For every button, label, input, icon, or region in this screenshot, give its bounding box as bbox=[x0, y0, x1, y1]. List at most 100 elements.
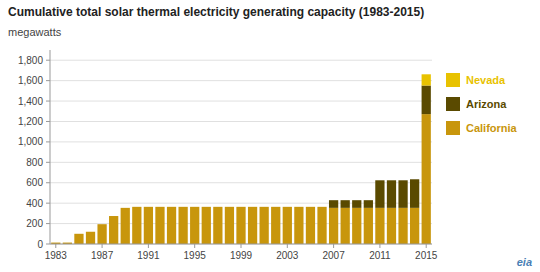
bar-segment bbox=[132, 206, 141, 207]
bar-segment bbox=[364, 208, 373, 244]
bar-segment bbox=[121, 207, 130, 208]
y-axis-line bbox=[50, 50, 51, 244]
annotation: eia bbox=[517, 256, 532, 268]
y-tick bbox=[46, 162, 50, 163]
x-tick bbox=[148, 244, 149, 248]
grid-line bbox=[50, 121, 432, 122]
bar-segment bbox=[294, 207, 303, 244]
bar-segment bbox=[341, 200, 350, 201]
bar-segment bbox=[109, 216, 118, 217]
bar-segment bbox=[155, 207, 164, 244]
legend-label: California bbox=[466, 122, 518, 134]
x-tick bbox=[241, 244, 242, 248]
grid-line bbox=[50, 141, 432, 142]
grid-line bbox=[50, 203, 432, 204]
bar-segment bbox=[155, 206, 164, 207]
x-tick bbox=[102, 244, 103, 248]
title: Cumulative total solar thermal electrici… bbox=[8, 5, 424, 19]
bar-segment bbox=[202, 207, 211, 244]
y-tick bbox=[46, 101, 50, 102]
bar-segment bbox=[387, 180, 396, 181]
y-tick-label: 800 bbox=[26, 157, 43, 168]
bar-segment bbox=[329, 200, 338, 201]
bar-segment bbox=[375, 180, 384, 208]
y-tick-label: 600 bbox=[26, 177, 43, 188]
bar-segment bbox=[294, 206, 303, 207]
bar-segment bbox=[86, 231, 95, 232]
x-tick-label: 2015 bbox=[415, 250, 438, 261]
bar-segment bbox=[74, 233, 83, 234]
bar-segment bbox=[317, 206, 326, 207]
bar-segment bbox=[63, 242, 72, 243]
bar-segment bbox=[74, 234, 83, 244]
grid-line bbox=[50, 80, 432, 81]
bar-segment bbox=[410, 179, 419, 180]
y-tick bbox=[46, 141, 50, 142]
bar-segment bbox=[109, 216, 118, 244]
y-tick-label: 200 bbox=[26, 218, 43, 229]
x-tick bbox=[287, 244, 288, 248]
bar-segment bbox=[260, 206, 269, 207]
bar-segment bbox=[283, 206, 292, 207]
y-tick-label: 1,800 bbox=[18, 55, 43, 66]
x-tick bbox=[379, 244, 380, 248]
y-tick-label: 0 bbox=[37, 239, 43, 250]
bar-segment bbox=[387, 180, 396, 208]
bar-segment bbox=[398, 208, 407, 244]
bar-segment bbox=[260, 206, 269, 207]
bar-segment bbox=[248, 207, 257, 244]
bar-segment bbox=[190, 207, 199, 244]
bar-segment bbox=[410, 179, 419, 208]
bar-segment bbox=[398, 180, 407, 208]
bar-segment bbox=[375, 180, 384, 181]
bar-segment bbox=[213, 206, 222, 207]
bar-segment bbox=[225, 206, 234, 207]
bar-segment bbox=[306, 206, 315, 207]
bar-segment bbox=[364, 200, 373, 201]
bar-segment bbox=[341, 208, 350, 244]
legend-label: Arizona bbox=[466, 98, 507, 110]
bar-segment bbox=[132, 206, 141, 207]
bar-segment bbox=[97, 224, 106, 225]
legend-swatch bbox=[446, 97, 460, 111]
bar-segment bbox=[202, 206, 211, 207]
x-tick-label: 1983 bbox=[45, 250, 68, 261]
x-tick-label: 2007 bbox=[322, 250, 345, 261]
bar-segment bbox=[167, 206, 176, 207]
y-tick-label: 1,400 bbox=[18, 96, 43, 107]
y-tick-label: 400 bbox=[26, 198, 43, 209]
x-tick-label: 1995 bbox=[184, 250, 207, 261]
bar-segment bbox=[51, 242, 60, 243]
bar-segment bbox=[236, 206, 245, 207]
legend-swatch bbox=[446, 73, 460, 87]
legend: NevadaArizonaCalifornia bbox=[446, 73, 518, 135]
y-tick bbox=[46, 80, 50, 81]
bar-segment bbox=[121, 207, 130, 208]
bar-segment bbox=[260, 207, 269, 244]
bar-segment bbox=[178, 206, 187, 207]
bar-segment bbox=[236, 207, 245, 244]
y-tick-label: 1,600 bbox=[18, 75, 43, 86]
bar-segment bbox=[387, 208, 396, 244]
bar-segment bbox=[329, 200, 338, 208]
bar-segment bbox=[97, 224, 106, 225]
bar-segment bbox=[121, 208, 130, 244]
bar-segment bbox=[225, 206, 234, 207]
bar-segment bbox=[410, 208, 419, 244]
bar-segment bbox=[317, 207, 326, 244]
bar-segment bbox=[283, 207, 292, 244]
bar-segment bbox=[190, 206, 199, 207]
bar-segment bbox=[178, 207, 187, 244]
grid-line bbox=[50, 162, 432, 163]
y-tick bbox=[46, 244, 50, 245]
grid-line bbox=[50, 182, 432, 183]
bar-segment bbox=[248, 206, 257, 207]
bar-segment bbox=[167, 207, 176, 244]
bar-segment bbox=[86, 231, 95, 232]
grid-line bbox=[50, 101, 432, 102]
bar-segment bbox=[271, 207, 280, 244]
bar-segment bbox=[74, 233, 83, 234]
bar-segment bbox=[202, 206, 211, 207]
bar-segment bbox=[352, 200, 361, 208]
bar-segment bbox=[294, 206, 303, 207]
